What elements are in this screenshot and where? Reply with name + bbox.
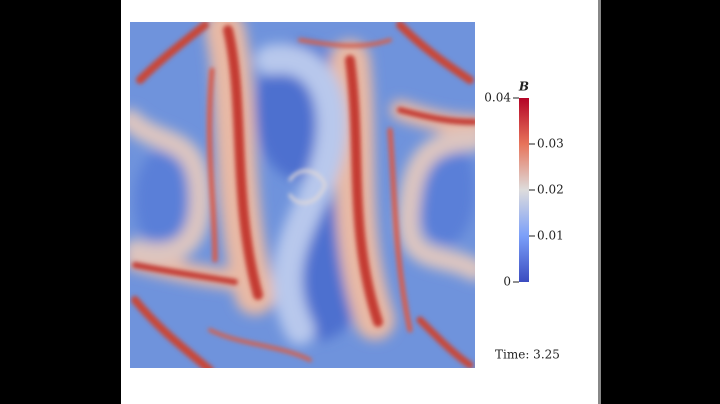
colorbar [519,98,529,282]
field-image [130,22,475,368]
colorbar-ticks: 0.04 0.03 0.02 0.01 0 [484,91,563,289]
edge [598,0,601,404]
tick-label: 0 [503,275,511,289]
time-label: Time: 3.25 [495,348,560,362]
tick-label: 0.03 [537,137,564,151]
tick-label: 0.01 [537,229,564,243]
tick-label: 0.02 [537,183,564,197]
colorbar-title: B [518,80,529,94]
tick-label: 0.04 [484,91,511,105]
